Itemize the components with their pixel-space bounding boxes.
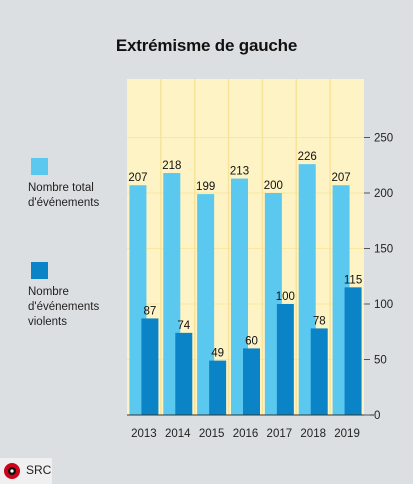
x-tick-label: 2015: [199, 428, 225, 440]
legend-swatch-total: [31, 158, 48, 175]
y-tick-label: 50: [374, 355, 387, 367]
x-tick-label: 2018: [300, 428, 326, 440]
source-badge: SRC: [0, 458, 52, 484]
bar-violent: [276, 304, 294, 415]
legend-swatch-violent: [31, 262, 48, 279]
chart-title: Extrémisme de gauche: [115, 36, 298, 55]
x-tick-label: 2017: [267, 428, 293, 440]
data-label-violent: 115: [344, 274, 362, 286]
y-tick-label: 150: [374, 244, 393, 256]
legend-label-total: Nombre total d'événements: [28, 182, 100, 209]
x-tick-label: 2013: [131, 428, 157, 440]
data-label-violent: 74: [177, 320, 190, 332]
x-tick-label: 2014: [165, 428, 191, 440]
data-label-violent: 87: [144, 305, 157, 317]
data-label-violent: 60: [245, 335, 258, 347]
bar-violent: [310, 328, 328, 415]
bar-violent: [243, 348, 260, 415]
bar-chart: 207 87 2013 218 74 2014 199 49 2015 213 60 2016 200 1…: [127, 79, 393, 440]
y-tick-label: 250: [374, 133, 393, 145]
legend-label-violent: Nombre d'événements violents: [28, 286, 100, 328]
bar-violent: [141, 318, 159, 415]
bar-total: [197, 194, 215, 415]
data-label-total: 199: [196, 181, 215, 193]
data-label-total: 207: [128, 172, 147, 184]
data-label-violent: 49: [211, 348, 224, 360]
source-label: SRC: [26, 463, 52, 477]
bar-violent: [175, 332, 193, 415]
data-label-total: 200: [264, 180, 283, 192]
bar-violent: [344, 287, 362, 415]
x-tick-label: 2016: [233, 428, 259, 440]
data-label-violent: 78: [313, 315, 326, 327]
y-tick-label: 100: [374, 299, 393, 311]
src-eye-icon: [4, 463, 20, 479]
data-label-total: 218: [162, 160, 181, 172]
data-label-violent: 100: [276, 291, 295, 303]
x-tick-label: 2019: [334, 428, 360, 440]
data-label-total: 207: [331, 172, 350, 184]
data-label-total: 226: [298, 151, 317, 163]
bar-violent: [209, 360, 227, 415]
y-tick-label: 200: [374, 188, 393, 200]
y-tick-label: 0: [374, 410, 380, 422]
data-label-total: 213: [230, 166, 249, 178]
